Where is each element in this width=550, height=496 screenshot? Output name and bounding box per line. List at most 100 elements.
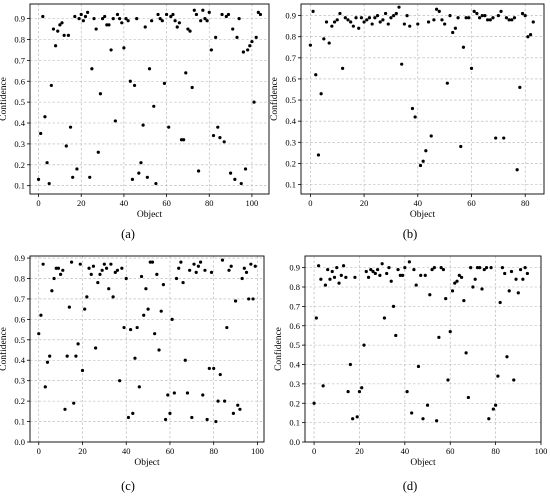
data-point bbox=[45, 360, 50, 364]
x-tick-label: 20 bbox=[360, 198, 369, 208]
data-point bbox=[323, 283, 328, 287]
data-point bbox=[516, 291, 520, 295]
data-point bbox=[73, 14, 77, 19]
data-point bbox=[488, 18, 492, 22]
data-point bbox=[466, 395, 470, 400]
data-point bbox=[314, 316, 318, 320]
data-point bbox=[448, 329, 452, 334]
data-point bbox=[351, 417, 355, 421]
data-point bbox=[79, 12, 83, 17]
data-point bbox=[432, 18, 436, 22]
data-point bbox=[467, 16, 471, 20]
y-tick-label: 0.4 bbox=[14, 118, 25, 128]
y-tick-label: 0.8 bbox=[14, 34, 25, 44]
y-tick-label: 0.8 bbox=[14, 273, 25, 283]
panel-caption: (d) bbox=[403, 479, 418, 493]
data-point bbox=[335, 266, 339, 270]
data-point bbox=[389, 279, 393, 283]
data-point bbox=[386, 22, 390, 26]
data-point bbox=[203, 17, 207, 21]
data-point bbox=[104, 266, 109, 270]
data-point bbox=[109, 262, 113, 266]
data-point bbox=[455, 279, 459, 283]
data-point bbox=[142, 313, 146, 317]
data-point bbox=[486, 18, 490, 22]
data-point bbox=[376, 267, 380, 272]
data-point bbox=[418, 163, 423, 168]
data-point bbox=[122, 46, 126, 50]
y-tick-label: 0.9 bbox=[285, 11, 296, 21]
y-tick-label: 0.5 bbox=[289, 340, 300, 350]
data-point bbox=[344, 275, 348, 279]
y-tick-label: 0.9 bbox=[14, 14, 25, 24]
x-tick-label: 80 bbox=[521, 198, 530, 208]
data-point bbox=[407, 260, 411, 264]
data-point bbox=[39, 313, 43, 317]
data-point bbox=[211, 133, 216, 138]
data-point bbox=[41, 262, 45, 266]
data-point bbox=[109, 48, 113, 52]
data-point bbox=[405, 14, 409, 18]
x-tick-label: 60 bbox=[166, 446, 175, 456]
plot-frame bbox=[29, 3, 270, 195]
data-point bbox=[212, 366, 216, 371]
panel-caption: (a) bbox=[121, 227, 135, 241]
y-tick-label: 0.7 bbox=[14, 55, 25, 65]
y-tick-label: 0.8 bbox=[289, 282, 300, 292]
plot-frame bbox=[29, 255, 265, 443]
y-tick-label: 0.7 bbox=[289, 301, 300, 311]
data-point bbox=[242, 266, 246, 270]
data-point bbox=[435, 419, 439, 423]
y-tick-label: 0.4 bbox=[14, 355, 25, 365]
data-point bbox=[111, 17, 115, 21]
data-point bbox=[218, 136, 222, 140]
data-point bbox=[515, 168, 519, 172]
data-point bbox=[98, 272, 102, 276]
data-point bbox=[518, 85, 522, 89]
data-point bbox=[327, 41, 331, 45]
data-point bbox=[80, 368, 85, 373]
x-tick-label: 20 bbox=[78, 446, 87, 456]
x-tick-label: 80 bbox=[491, 446, 500, 456]
data-point bbox=[392, 14, 396, 18]
data-point bbox=[54, 44, 58, 48]
data-point bbox=[445, 81, 449, 85]
data-point bbox=[494, 403, 498, 407]
data-point bbox=[250, 39, 254, 44]
data-point bbox=[144, 287, 148, 291]
data-point bbox=[456, 16, 460, 20]
data-point bbox=[523, 14, 527, 18]
data-point bbox=[453, 26, 457, 30]
data-point bbox=[56, 266, 61, 270]
data-point bbox=[514, 277, 518, 281]
data-point bbox=[118, 17, 122, 21]
data-point bbox=[528, 33, 533, 37]
data-point bbox=[141, 123, 145, 127]
data-point bbox=[484, 266, 489, 270]
data-point bbox=[341, 264, 346, 268]
data-point bbox=[343, 16, 347, 20]
data-point bbox=[437, 9, 441, 13]
data-point bbox=[398, 273, 402, 277]
x-tick-label: 60 bbox=[446, 446, 455, 456]
data-point bbox=[410, 106, 415, 111]
data-point bbox=[349, 20, 353, 24]
data-point bbox=[226, 12, 231, 17]
data-point bbox=[130, 177, 135, 181]
data-point bbox=[111, 295, 115, 299]
data-point bbox=[199, 19, 203, 23]
data-point bbox=[68, 125, 73, 129]
data-point bbox=[59, 272, 63, 276]
data-point bbox=[225, 325, 229, 330]
data-point bbox=[231, 411, 235, 415]
data-point bbox=[412, 267, 416, 272]
data-point bbox=[424, 149, 428, 153]
data-point bbox=[214, 35, 218, 40]
data-point bbox=[507, 289, 511, 293]
data-point bbox=[337, 281, 341, 285]
data-point bbox=[258, 12, 263, 17]
data-point bbox=[128, 79, 132, 83]
data-point bbox=[237, 17, 241, 21]
data-point bbox=[499, 9, 503, 13]
data-point bbox=[410, 411, 414, 415]
